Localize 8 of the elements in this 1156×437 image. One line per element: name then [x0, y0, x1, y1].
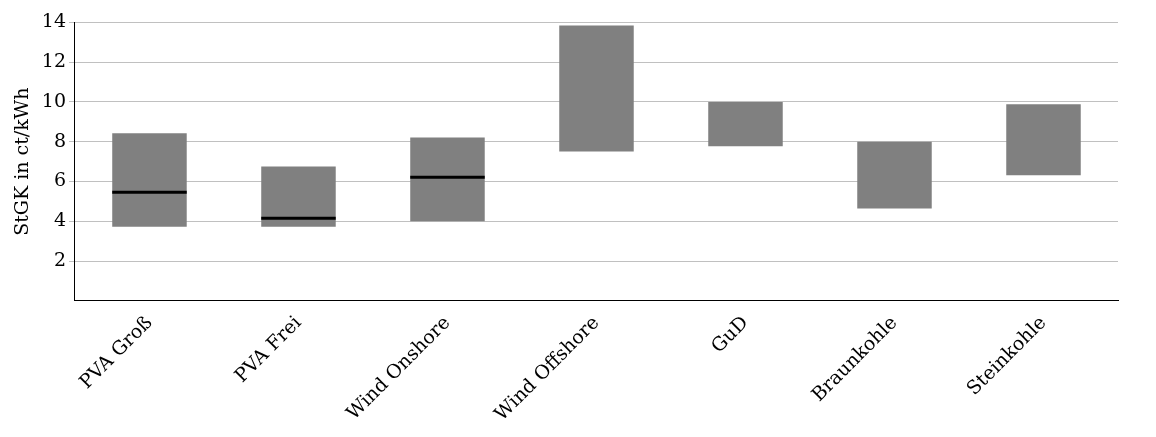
y-tick-label: 8 — [53, 128, 66, 151]
y-tick-label: 6 — [53, 168, 66, 191]
y-tick-label: 12 — [41, 49, 66, 72]
y-axis-title: StGK in ct/kWh — [10, 87, 33, 236]
y-tick-label: 2 — [53, 248, 66, 271]
y-tick-label: 14 — [41, 9, 66, 32]
y-tick-label: 10 — [41, 88, 66, 111]
y-tick-label: 4 — [53, 208, 66, 231]
